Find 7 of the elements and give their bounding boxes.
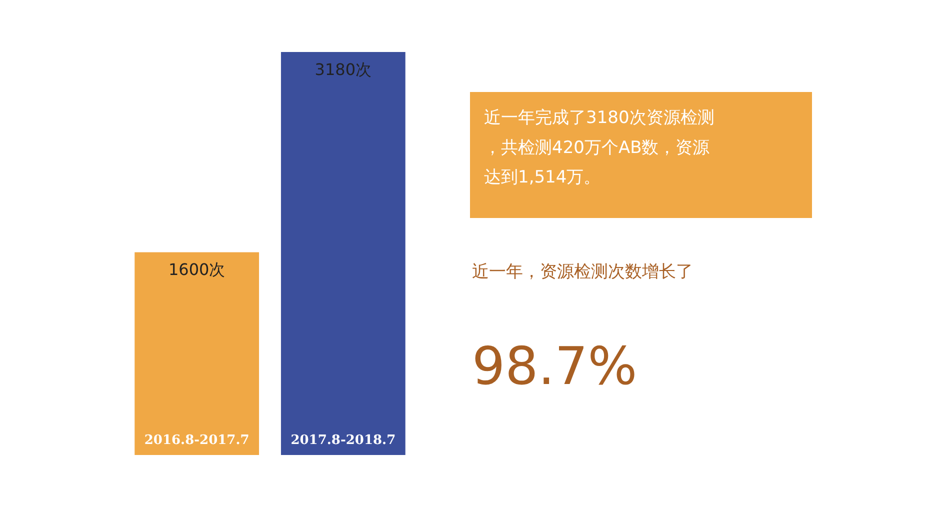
- text: 近一年，资源检测次数增长了: [472, 262, 693, 282]
- x-tick-label: 2016.8-2017.7: [144, 433, 250, 448]
- text: 98.7%: [472, 337, 638, 397]
- data-label: 3180次: [314, 60, 372, 79]
- x-tick-label: 2017.8-2018.7: [290, 433, 396, 448]
- data-label: 1600次: [168, 260, 226, 280]
- text: 近一年完成了3180次资源检测，共检测420万个AB数，资源达到1,514万。: [484, 108, 714, 188]
